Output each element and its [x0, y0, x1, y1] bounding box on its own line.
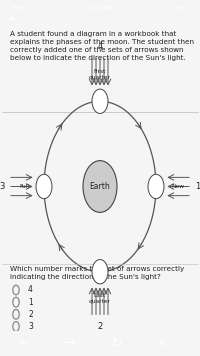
- Text: 1: 1: [28, 298, 33, 307]
- Text: TFW: TFW: [12, 6, 26, 11]
- Text: ↻: ↻: [111, 337, 121, 350]
- Text: New: New: [171, 184, 184, 189]
- Text: A student found a diagram in a workbook that
explains the phases of the moon. Th: A student found a diagram in a workbook …: [10, 31, 194, 61]
- Circle shape: [36, 174, 52, 199]
- Text: 3: 3: [28, 322, 33, 331]
- Text: Which number marks the set of arrows correctly
indicating the direction of the S: Which number marks the set of arrows cor…: [10, 266, 184, 280]
- Text: 4: 4: [97, 42, 103, 51]
- Circle shape: [148, 174, 164, 199]
- Text: Full: Full: [19, 184, 29, 189]
- Circle shape: [92, 89, 108, 114]
- Text: 8:24 PM: 8:24 PM: [88, 6, 112, 11]
- Text: Earth: Earth: [90, 182, 110, 191]
- Text: →: →: [65, 337, 75, 350]
- Circle shape: [92, 260, 108, 284]
- Text: 3: 3: [0, 182, 5, 191]
- Text: 2: 2: [28, 310, 33, 319]
- Circle shape: [83, 161, 117, 213]
- Text: ←: ←: [9, 12, 19, 25]
- Text: 15%: 15%: [174, 6, 188, 11]
- Text: First
quarter: First quarter: [89, 69, 111, 80]
- Text: 4: 4: [28, 286, 33, 294]
- Text: ✕: ✕: [157, 337, 167, 350]
- Text: 1: 1: [195, 182, 200, 191]
- Text: 2: 2: [97, 322, 103, 331]
- Text: ←: ←: [19, 337, 29, 350]
- Text: Last
quarter: Last quarter: [89, 293, 111, 304]
